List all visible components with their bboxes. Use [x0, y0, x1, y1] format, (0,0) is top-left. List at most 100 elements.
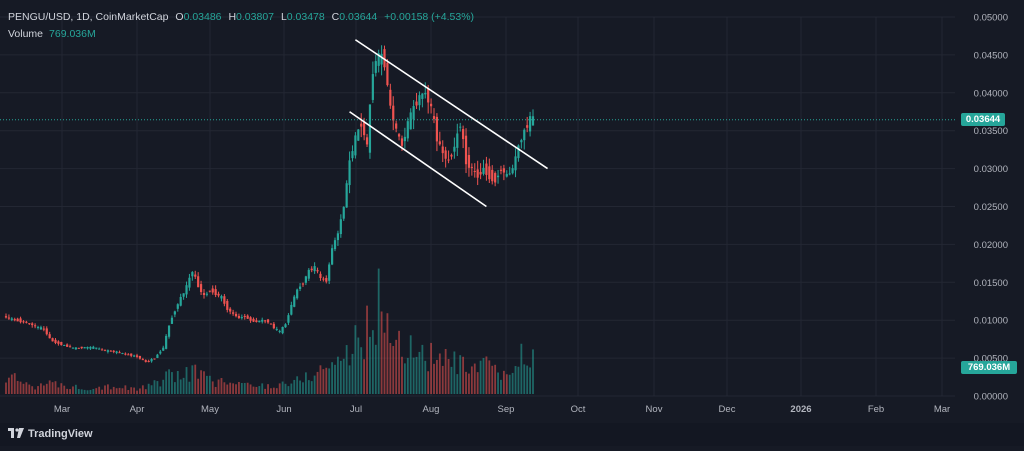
x-tick-label: Feb	[868, 404, 884, 415]
candle-body	[28, 323, 31, 325]
volume-bar	[345, 345, 348, 394]
candle-body	[173, 311, 176, 315]
volume-bar	[267, 384, 269, 394]
candle-body	[234, 313, 238, 317]
volume-bar	[214, 386, 217, 394]
candle-body	[266, 319, 270, 323]
volume-bar	[179, 379, 182, 394]
candle-body	[392, 105, 395, 121]
volume-bar	[398, 330, 400, 394]
candle-body	[4, 316, 8, 318]
volume-bar	[66, 388, 69, 394]
candle-body	[71, 347, 75, 349]
y-tick-label: 0.00000	[974, 392, 1008, 403]
candle-body	[22, 321, 25, 323]
volume-bar	[459, 355, 462, 394]
volume-bar	[270, 388, 272, 394]
candle-body	[531, 116, 535, 126]
x-tick-label: Aug	[423, 404, 440, 415]
candle-body	[330, 248, 334, 265]
candle-body	[57, 341, 60, 344]
candle-body	[304, 276, 307, 283]
candle-body	[377, 53, 380, 66]
volume-bar	[494, 364, 497, 394]
candle-body	[211, 288, 214, 293]
volume-bar	[514, 366, 517, 394]
volume-bar	[517, 366, 520, 394]
candle-body	[470, 166, 473, 168]
volume-bar	[418, 351, 421, 394]
volume-bar	[287, 386, 290, 394]
x-tick-label: Oct	[571, 404, 586, 415]
candle-body	[281, 326, 284, 334]
y-tick-label: 0.01000	[974, 316, 1008, 327]
open-label: O	[175, 11, 184, 23]
candle-body	[293, 296, 296, 307]
volume-bar	[502, 370, 505, 394]
volume-bar	[386, 313, 389, 394]
volume-bar	[299, 380, 301, 394]
candle-body	[249, 317, 252, 321]
tradingview-logo[interactable]: TradingView	[8, 428, 93, 440]
volume-bar	[360, 347, 363, 394]
volume-bar	[25, 382, 28, 394]
volume-bar	[497, 372, 499, 394]
candle-body	[406, 121, 409, 139]
volume-bar	[284, 383, 287, 394]
candle-body	[36, 326, 40, 328]
low-label: L	[280, 11, 287, 23]
candle-body	[60, 342, 63, 346]
volume-bar	[243, 382, 246, 394]
volume-bar	[173, 382, 176, 394]
candle-body	[508, 173, 511, 175]
candle-body	[13, 319, 16, 321]
volume-bar	[441, 365, 444, 394]
last-price-badge: 0.03644	[961, 113, 1005, 126]
volume-bar	[523, 364, 526, 394]
volume-bar	[409, 335, 412, 394]
candle-body	[45, 328, 48, 335]
candle-body	[339, 219, 342, 235]
volume-bar	[476, 372, 479, 394]
volume-bar	[337, 356, 339, 394]
volume-bar	[156, 381, 159, 394]
candle-body	[223, 296, 226, 304]
volume-bar	[133, 387, 136, 394]
candle-body	[63, 344, 66, 346]
x-tick-label: Apr	[130, 404, 145, 415]
volume-bar	[107, 384, 109, 394]
candle-body	[31, 323, 34, 326]
volume-bar	[86, 390, 89, 394]
candle-body	[333, 240, 337, 250]
volume-bar	[249, 384, 252, 394]
candle-body	[191, 272, 194, 277]
candle-body	[92, 346, 95, 349]
candle-body	[220, 296, 223, 299]
candle-body	[441, 146, 444, 154]
volume-bar	[124, 385, 127, 394]
volume-bar	[197, 378, 200, 394]
candle-body	[98, 348, 101, 350]
volume-bar	[482, 357, 485, 394]
candle-body	[499, 169, 503, 171]
volume-bar	[10, 374, 13, 394]
volume-bar	[252, 386, 255, 394]
candle-body	[10, 318, 13, 320]
y-tick-label: 0.03500	[974, 126, 1008, 137]
volume-bar	[438, 353, 441, 394]
candle-body	[453, 146, 456, 152]
volume-bar	[261, 383, 264, 394]
candle-body	[176, 304, 179, 309]
candle-body	[121, 353, 124, 355]
volume-bar	[57, 387, 60, 394]
volume-bar	[211, 381, 214, 394]
candle-body	[77, 347, 80, 349]
volume-bar	[374, 344, 377, 394]
candle-body	[450, 154, 453, 157]
candle-body	[118, 352, 121, 354]
candle-body	[307, 269, 310, 279]
volume-bar	[171, 372, 173, 394]
volume-bar	[42, 385, 45, 394]
volume-bar	[401, 356, 403, 394]
